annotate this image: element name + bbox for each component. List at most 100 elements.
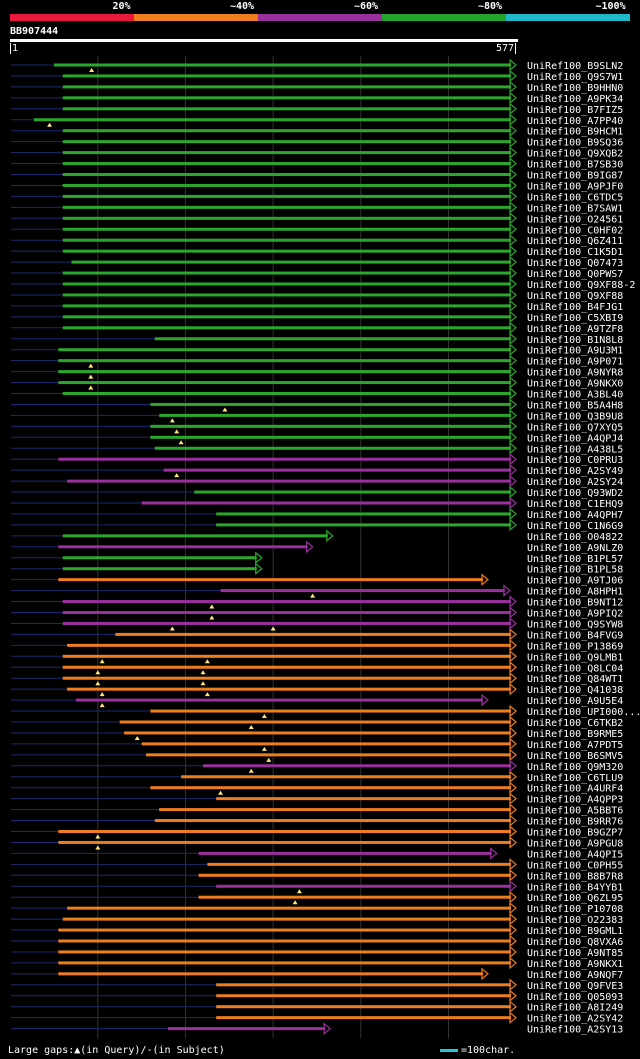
hit-row: UniRef100_A4URF4 <box>11 781 623 795</box>
hit-bar <box>58 939 511 943</box>
hit-name: UniRef100_P10708 <box>527 904 623 915</box>
hit-row: UniRef100_Q93WD2 <box>11 485 623 499</box>
hit-arrow <box>509 474 517 488</box>
hit-row: UniRef100_Q6ZL95 <box>11 890 623 905</box>
hit-name: UniRef100_B7SB30 <box>527 160 623 171</box>
hit-row: UniRef100_Q9M320 <box>11 759 623 773</box>
hit-bar <box>62 567 257 571</box>
hit-arrow <box>509 233 517 247</box>
hit-name: UniRef100_Q9LMB1 <box>527 652 623 663</box>
hit-row: UniRef100_B9NT12 <box>11 595 623 609</box>
hit-arrow <box>509 463 517 477</box>
hit-row: UniRef100_Q6Z411 <box>11 233 623 247</box>
hit-name: UniRef100_Q9S7W1 <box>527 72 623 83</box>
hit-name: UniRef100_A5BBT6 <box>527 806 623 817</box>
hit-name: UniRef100_A7PDT5 <box>527 740 623 751</box>
hit-row: UniRef100_B9IG87 <box>11 168 623 182</box>
hit-bar <box>216 1005 511 1009</box>
hit-bar <box>62 282 512 286</box>
query-gap-marker <box>174 473 180 478</box>
hit-arrow <box>509 179 517 192</box>
query-gap-marker <box>292 900 298 905</box>
query-gap-marker <box>178 440 184 445</box>
legend-bar-4 <box>382 14 506 21</box>
legend-label-3: ~60% <box>354 1 379 12</box>
hit-bar <box>67 643 511 647</box>
hit-arrow <box>509 518 517 532</box>
hit-bar <box>58 381 511 385</box>
hit-row: UniRef100_B9GML1 <box>11 923 623 937</box>
hit-arrow <box>509 80 517 94</box>
hit-row: UniRef100_A9TZF8 <box>11 321 623 335</box>
hit-bar <box>216 523 511 527</box>
hit-bar <box>62 392 512 395</box>
hit-name: UniRef100_B9SLN2 <box>527 61 623 72</box>
hit-bar <box>62 654 512 658</box>
hit-name: UniRef100_Q3B9U8 <box>527 411 623 422</box>
hit-arrow <box>503 584 511 597</box>
hit-name: UniRef100_A9PK34 <box>527 94 623 105</box>
hit-name: UniRef100_B6SMV5 <box>527 751 623 762</box>
identity-legend: 20% ~40% ~60% ~80% ~100% <box>0 0 640 24</box>
hit-bar <box>75 698 483 702</box>
hit-name: UniRef100_A4QPH7 <box>527 510 623 521</box>
hit-row: UniRef100_A2SY42 <box>11 1011 623 1025</box>
hit-arrow <box>509 299 517 313</box>
hit-arrow <box>481 693 489 707</box>
gaps-legend: Large gaps:▲(in Query)/-(in Subject) <box>8 1045 225 1056</box>
hit-arrow <box>509 890 517 904</box>
hit-bar <box>62 315 512 319</box>
hit-bar <box>115 632 511 636</box>
query-gap-marker <box>204 692 210 697</box>
hit-arrow <box>509 978 517 992</box>
hit-bar <box>62 173 512 176</box>
hit-arrow <box>509 825 517 838</box>
hit-row: UniRef100_C1N6G9 <box>11 518 623 532</box>
query-gap-marker <box>222 407 228 412</box>
hit-row: UniRef100_Q41038 <box>11 682 623 697</box>
hit-arrow <box>509 420 517 433</box>
hit-name: UniRef100_Q9XF88 <box>527 291 623 302</box>
query-gap-marker <box>88 374 94 379</box>
hit-arrow <box>509 595 517 608</box>
hit-name: UniRef100_Q8LC04 <box>527 663 623 674</box>
hit-arrow <box>326 529 334 543</box>
hit-bar <box>62 216 512 220</box>
hit-row: UniRef100_B9HCM1 <box>11 124 623 138</box>
hit-name: UniRef100_C6TKB2 <box>527 718 623 729</box>
hit-arrow <box>509 803 517 816</box>
hit-row: UniRef100_Q07473 <box>11 255 623 269</box>
query-gap-marker <box>209 604 215 609</box>
hit-arrow <box>509 244 517 258</box>
query-gap-marker <box>88 363 94 368</box>
hit-arrow <box>255 562 263 575</box>
hit-row: UniRef100_A9NLZ0 <box>11 540 623 554</box>
hit-arrow <box>509 617 517 630</box>
hit-arrow <box>509 146 517 159</box>
hit-arrow <box>509 113 517 127</box>
hit-bar <box>62 534 328 538</box>
hit-bar <box>58 961 511 965</box>
hit-arrow <box>509 266 517 280</box>
hit-name: UniRef100_A9PJF0 <box>527 181 623 192</box>
hit-arrow <box>509 682 517 696</box>
hit-name: UniRef100_C0HF02 <box>527 225 623 236</box>
query-gap-marker <box>134 735 140 740</box>
hit-row: UniRef100_B7SAW1 <box>11 201 623 214</box>
hit-arrow <box>509 310 517 324</box>
hit-arrow <box>509 814 517 827</box>
legend-label-1: 20% <box>112 1 131 12</box>
hit-bar <box>62 183 512 187</box>
hit-arrow <box>509 135 517 148</box>
hit-row: UniRef100_P10708 <box>11 901 623 915</box>
hit-arrow <box>509 496 517 510</box>
query-gap-marker <box>95 681 101 686</box>
legend-label-4: ~80% <box>478 1 503 12</box>
hit-bar <box>58 348 511 352</box>
hit-name: UniRef100_A8HPH1 <box>527 587 623 598</box>
hit-bar <box>62 96 512 100</box>
hit-name: UniRef100_B1N8L8 <box>527 335 623 346</box>
hit-arrow <box>509 124 517 137</box>
hit-row: UniRef100_B4FVG9 <box>11 628 623 641</box>
